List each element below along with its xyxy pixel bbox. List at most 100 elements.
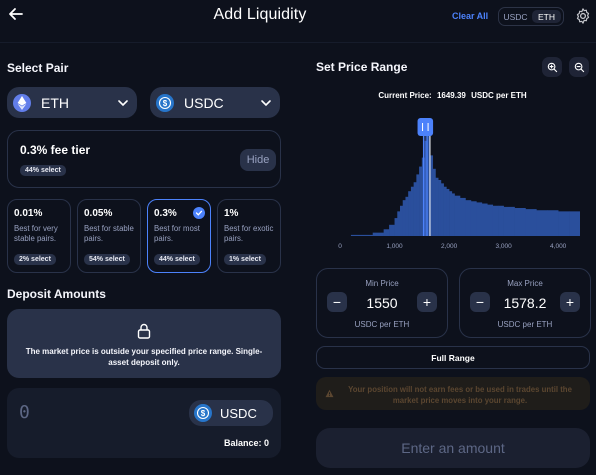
chevron-down-icon [261,99,271,106]
enter-amount-button[interactable]: Enter an amount [316,428,590,468]
max-price-increment-button[interactable]: + [560,292,580,312]
liquidity-bar [525,209,537,236]
min-price-input[interactable]: 1550 [366,295,398,311]
min-price-label: Min Price [365,279,399,288]
token-a-symbol: ETH [41,94,69,111]
liquidity-bar [350,234,374,236]
liquidity-bar [476,202,483,236]
deposit-token-badge: $ USDC [189,400,273,426]
gear-icon[interactable] [574,7,592,25]
full-range-button[interactable]: Full Range [316,346,590,369]
tier-percent: 1% [224,208,239,219]
liquidity-bar [435,177,439,236]
fee-tier-title: 0.3% fee tier [20,143,91,157]
liquidity-bar [402,200,406,236]
x-tick-label: 3,000 [495,243,512,250]
max-price-decrement-button[interactable]: − [470,292,490,312]
liquidity-bar [372,232,384,236]
tier-select-badge: 54% select [84,254,130,265]
liquidity-bar [416,174,420,236]
max-price-input[interactable]: 1578.2 [503,295,547,311]
liquidity-bar [424,140,428,236]
x-tick-label: 0 [338,243,342,250]
liquidity-bar [446,188,450,236]
liquidity-bar [440,183,444,236]
tier-select-badge: 1% select [224,254,266,265]
tier-description: Best for stable pairs. [84,224,134,243]
liquidity-bar [408,191,412,236]
hide-button[interactable]: Hide [240,149,276,171]
deposit-input-card: 0 $ USDC Balance: 0 [7,388,281,458]
liquidity-bar [547,210,559,236]
token-b-symbol: USDC [184,94,224,111]
toggle-usdc[interactable]: USDC [503,11,528,22]
liquidity-bar [514,208,526,236]
svg-text:$: $ [201,409,206,418]
current-price-line: Current Price: 1649.39 USDC per ETH [316,91,592,100]
liquidity-bar [432,168,436,236]
fee-tier-option-001[interactable]: 0.01% Best for very stable pairs. 2% sel… [7,199,71,273]
tier-description: Best for exotic pairs. [224,224,274,243]
liquidity-bar [449,191,453,236]
min-price-card: Min Price − 1550 + USDC per ETH [316,268,448,338]
tier-percent: 0.3% [154,208,177,219]
tier-percent: 0.01% [14,208,43,219]
liquidity-bar [470,201,477,236]
eth-logo-icon [13,93,31,112]
liquidity-bar [451,193,455,236]
fee-tier-option-1[interactable]: 1% Best for exotic pairs. 1% select [217,199,281,273]
zoom-out-button[interactable] [569,57,589,77]
header-divider [0,42,596,43]
zoom-out-icon [574,62,584,72]
liquidity-bar [569,211,580,236]
liquidity-bar [487,204,494,236]
liquidity-bar [394,218,398,236]
zoom-in-button[interactable] [542,57,562,77]
max-price-label: Max Price [507,279,543,288]
svg-text:$: $ [163,98,168,107]
tier-select-badge: 2% select [14,254,56,265]
chevron-down-icon [118,99,128,106]
usdc-logo-icon: $ [156,93,174,112]
warning-text: Your position will not earn fees or be u… [348,385,572,405]
denomination-toggle: USDC ETH [498,7,564,26]
tier-select-badge: 44% select [154,254,200,265]
lock-icon [137,323,151,339]
liquidity-bar [443,186,447,236]
current-price-value: 1649.39 [436,91,466,100]
deposit-token-symbol: USDC [220,405,257,421]
liquidity-bar [413,182,417,236]
deposit-amount-input[interactable]: 0 [19,402,30,423]
set-price-range-title: Set Price Range [316,60,408,74]
page-title: Add Liquidity [213,6,307,23]
liquidity-bar [536,210,548,236]
min-price-increment-button[interactable]: + [417,292,437,312]
min-price-decrement-button[interactable]: − [327,292,347,312]
clear-all-button[interactable]: Clear All [452,11,489,21]
toggle-eth[interactable]: ETH [532,10,561,23]
locked-deposit-card: The market price is outside your specifi… [7,309,281,378]
current-price-label: Current Price: [378,91,432,100]
liquidity-bar [400,205,404,236]
liquidity-bar [498,205,504,236]
liquidity-bar [465,200,472,236]
max-price-card: Max Price − 1578.2 + USDC per ETH [459,268,591,338]
fee-tier-option-005[interactable]: 0.05% Best for stable pairs. 54% select [77,199,141,273]
liquidity-chart[interactable]: 0 1,000 2,000 3,000 4,000 [330,114,580,262]
range-handle-grip[interactable] [417,118,434,136]
back-arrow-icon[interactable] [6,4,26,24]
liquidity-bar [419,166,423,236]
liquidity-bar [492,205,499,236]
select-pair-title: Select Pair [7,61,69,75]
fee-tier-card: 0.3% fee tier 44% select Hide [7,130,281,188]
out-of-range-warning: Your position will not earn fees or be u… [316,377,590,410]
liquidity-bar [481,203,488,236]
tier-percent: 0.05% [84,208,113,219]
fee-tier-option-03[interactable]: 0.3% Best for most pairs. 44% select [147,199,211,273]
token-a-select[interactable]: ETH [7,87,137,118]
min-price-unit: USDC per ETH [354,320,410,329]
max-price-unit: USDC per ETH [497,320,553,329]
liquidity-bar [558,211,570,236]
selected-range-band [423,128,428,236]
token-b-select[interactable]: $ USDC [150,87,280,118]
